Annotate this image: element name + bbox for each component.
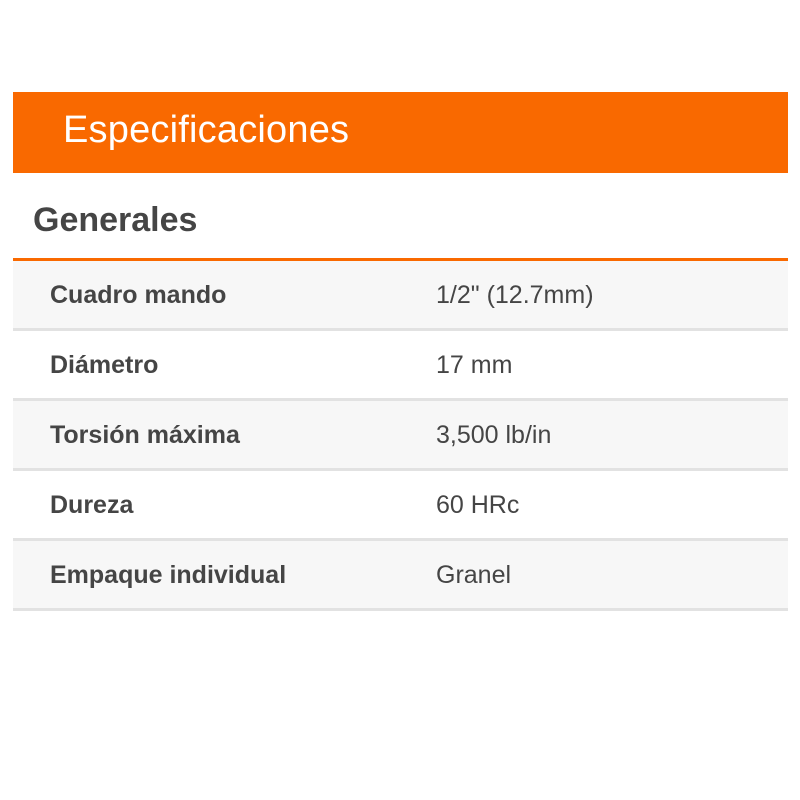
spec-label: Diámetro (50, 351, 159, 379)
section-title: Generales (33, 201, 198, 239)
table-row: Cuadro mando 1/2" (12.7mm) (13, 261, 788, 331)
spec-label: Empaque individual (50, 561, 287, 589)
table-row: Empaque individual Granel (13, 541, 788, 611)
spec-value: 60 HRc (436, 491, 520, 519)
spec-value: 17 mm (436, 351, 513, 379)
spec-label: Dureza (50, 491, 134, 519)
spec-label: Torsión máxima (50, 421, 240, 449)
spec-value: 3,500 lb/in (436, 421, 552, 449)
table-row: Diámetro 17 mm (13, 331, 788, 401)
table-row: Dureza 60 HRc (13, 471, 788, 541)
specifications-header: Especificaciones (13, 92, 788, 173)
specs-table: Cuadro mando 1/2" (12.7mm) Diámetro 17 m… (13, 258, 788, 611)
spec-label: Cuadro mando (50, 281, 227, 309)
page-title: Especificaciones (63, 109, 350, 151)
spec-value: Granel (436, 561, 512, 589)
spec-value: 1/2" (12.7mm) (436, 281, 594, 309)
table-row: Torsión máxima 3,500 lb/in (13, 401, 788, 471)
